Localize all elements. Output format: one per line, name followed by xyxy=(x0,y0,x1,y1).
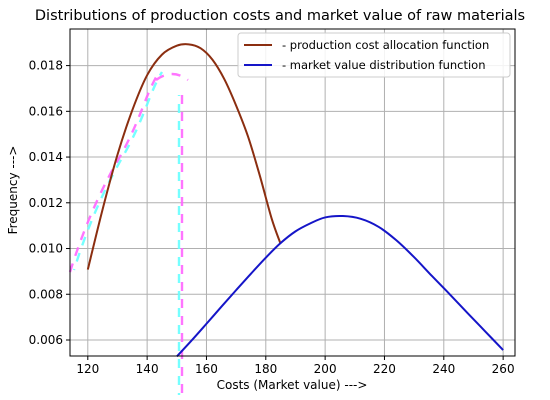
legend-box xyxy=(237,32,511,78)
series xyxy=(86,43,504,358)
ghost-arc-left-cyan xyxy=(72,71,164,271)
y-tick-label: 0.014 xyxy=(29,150,63,164)
ghost-arc-top xyxy=(155,72,189,81)
ghost-decoration xyxy=(68,71,189,395)
legend: - production cost allocation function - … xyxy=(237,32,511,78)
production-cost-line xyxy=(86,43,282,270)
plot-frame xyxy=(69,28,516,357)
x-tick-label: 240 xyxy=(432,362,455,376)
x-tick-label: 260 xyxy=(492,362,515,376)
x-tick-label: 200 xyxy=(314,362,337,376)
x-tick-label: 220 xyxy=(373,362,396,376)
ghost-arc-left xyxy=(68,73,160,273)
x-ticks: 120 140 160 180 200 220 240 260 xyxy=(76,356,515,376)
legend-label-production: - production cost allocation function xyxy=(282,38,489,52)
legend-label-market: - market value distribution function xyxy=(282,58,486,72)
grid xyxy=(70,29,515,356)
y-tick-label: 0.008 xyxy=(29,287,63,301)
y-tick-label: 0.016 xyxy=(29,104,63,118)
x-tick-label: 120 xyxy=(76,362,99,376)
chart-title: Distributions of production costs and ma… xyxy=(35,8,525,24)
y-ticks: 0.006 0.008 0.010 0.012 0.014 0.016 0.018 xyxy=(29,59,70,347)
market-value-line xyxy=(176,214,504,358)
y-tick-label: 0.006 xyxy=(29,333,63,347)
x-tick-label: 180 xyxy=(254,362,277,376)
x-axis-label: Costs (Market value) ---> xyxy=(217,378,368,392)
x-tick-label: 140 xyxy=(136,362,159,376)
y-axis-label: Frequency ---> xyxy=(6,146,20,235)
y-tick-label: 0.018 xyxy=(29,59,63,73)
y-tick-label: 0.012 xyxy=(29,196,63,210)
x-tick-label: 160 xyxy=(195,362,218,376)
y-tick-label: 0.010 xyxy=(29,242,63,256)
